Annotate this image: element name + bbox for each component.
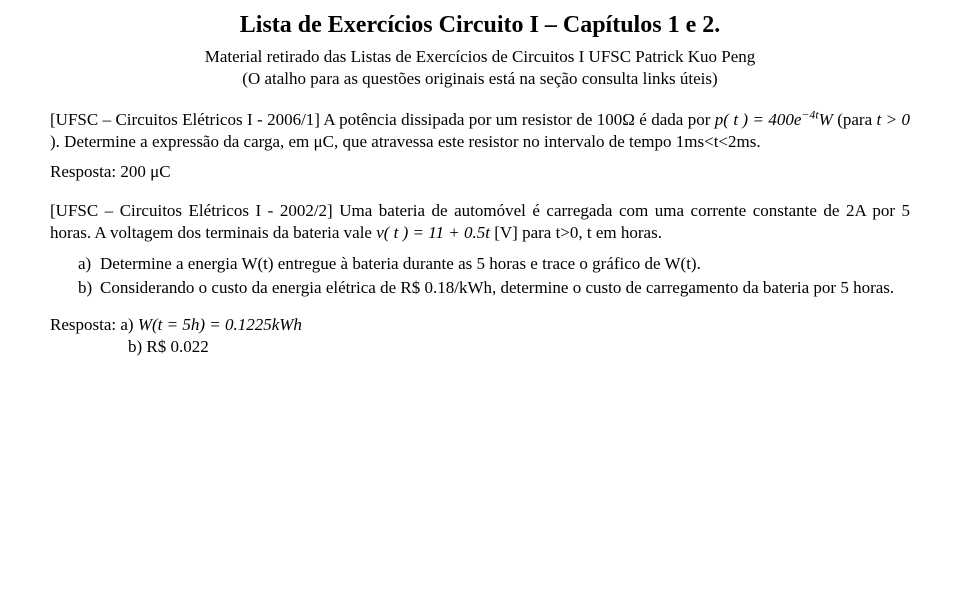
q2-resp-a-formula: W(t = 5h) = 0.1225kWh [138, 315, 302, 334]
document-page: Lista de Exercícios Circuito I – Capítul… [0, 0, 960, 358]
q2-item-a-label: a) [78, 253, 100, 275]
q1-formula-base: p( t ) = 400e [715, 110, 802, 129]
q1-post-text: ). Determine a expressão da carga, em μC… [50, 132, 761, 151]
question-1: [UFSC – Circuitos Elétricos I - 2006/1] … [50, 109, 910, 154]
q2-resp-b: b) R$ 0.022 [128, 336, 209, 358]
q2-item-a: a) Determine a energia W(t) entregue à b… [78, 253, 910, 275]
question-2: [UFSC – Circuitos Elétricos I - 2002/2] … [50, 200, 910, 245]
q2-item-b-label: b) [78, 277, 100, 299]
q2-item-a-text: Determine a energia W(t) entregue à bate… [100, 253, 910, 275]
subtitle-line-2: (O atalho para as questões originais est… [242, 69, 717, 88]
q1-formula-exponent: −4t [801, 107, 818, 121]
subtitle-line-1: Material retirado das Listas de Exercíci… [205, 47, 756, 66]
q1-pre-text: [UFSC – Circuitos Elétricos I - 2006/1] … [50, 110, 715, 129]
q1-formula-p: p( t ) = 400e−4tW [715, 110, 833, 129]
q1-formula-cond: t > 0 [877, 110, 910, 129]
q2-sublist: a) Determine a energia W(t) entregue à b… [78, 253, 910, 300]
q2-item-b-text: Considerando o custo da energia elétrica… [100, 277, 910, 299]
q2-resp-a-label: Resposta: a) [50, 315, 138, 334]
q2-item-b: b) Considerando o custo da energia elétr… [78, 277, 910, 299]
q1-formula-unit: W [819, 110, 833, 129]
q1-mid-text: (para [833, 110, 877, 129]
q2-post-v: [V] para t>0, t em horas. [490, 223, 662, 242]
q2-formula-v: v( t ) = 11 + 0.5t [376, 223, 490, 242]
q1-resposta: Resposta: 200 μC [50, 161, 910, 183]
q2-resposta: Resposta: a) W(t = 5h) = 0.1225kWh b) R$… [50, 314, 910, 359]
page-subtitle: Material retirado das Listas de Exercíci… [50, 46, 910, 91]
page-title: Lista de Exercícios Circuito I – Capítul… [50, 10, 910, 42]
